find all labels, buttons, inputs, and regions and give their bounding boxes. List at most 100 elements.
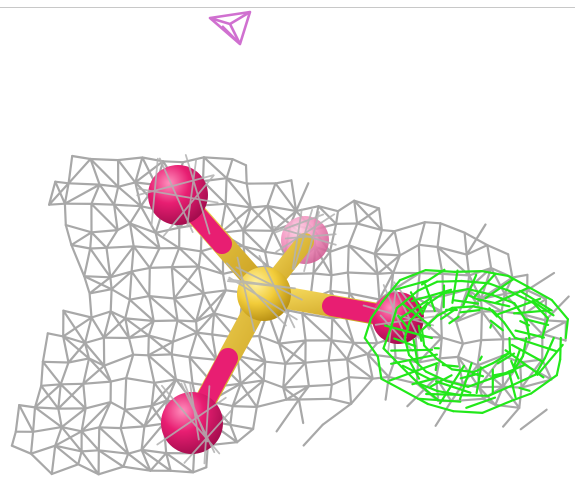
mesh-edge <box>124 298 131 320</box>
mesh-edge <box>158 157 194 234</box>
mesh-edge <box>105 246 112 279</box>
mesh-edge <box>435 380 472 394</box>
mesh-edge <box>502 321 517 340</box>
mesh-edge <box>242 229 275 232</box>
mesh-edge <box>80 407 87 433</box>
magenta-small-mesh <box>208 10 252 46</box>
mesh-edge <box>183 409 232 464</box>
mesh-edge <box>47 182 70 206</box>
mesh-edge <box>165 452 172 472</box>
mesh-edge <box>423 344 438 360</box>
mesh-edge <box>486 244 493 270</box>
mesh-edge <box>412 338 419 364</box>
mesh-edge <box>282 386 288 401</box>
mesh-edge <box>435 357 454 371</box>
mesh-edge <box>377 207 383 232</box>
mesh-edge <box>555 358 562 377</box>
mesh-edge <box>420 268 446 286</box>
mesh-edge <box>398 243 420 257</box>
mesh-edge <box>451 305 475 309</box>
mesh-edge <box>347 244 376 255</box>
mesh-edge <box>275 398 300 433</box>
mesh-edge <box>466 288 495 297</box>
mesh-edge <box>139 205 157 234</box>
mesh-edge <box>295 182 310 213</box>
mesh-edge <box>242 206 252 232</box>
mesh-edge <box>41 360 62 386</box>
mesh-edge <box>60 407 87 429</box>
mesh-edge <box>33 406 63 429</box>
mesh-edge <box>195 312 216 334</box>
viewer-top-border <box>0 7 575 8</box>
mesh-edge <box>393 221 426 233</box>
mesh-edge <box>307 383 333 388</box>
mesh-edge <box>346 341 355 361</box>
mesh-edge <box>416 397 462 403</box>
mesh-edge <box>128 298 155 323</box>
mesh-edge <box>425 392 477 397</box>
mesh-edge <box>89 157 120 188</box>
mesh-edge <box>406 376 438 408</box>
mesh-edge <box>202 289 227 295</box>
mesh-edge <box>171 319 179 343</box>
mesh-edge <box>400 365 420 385</box>
mesh-edge <box>285 385 310 401</box>
mesh-edge <box>231 158 248 167</box>
mesh-edge <box>331 317 355 344</box>
mesh-edge <box>466 376 495 388</box>
mesh-edge <box>258 334 281 345</box>
mesh-edge <box>500 310 505 341</box>
mesh-edge <box>176 319 198 334</box>
mesh-edge <box>408 304 427 323</box>
mesh-edge <box>489 319 504 332</box>
mesh-edge <box>512 373 537 386</box>
mesh-edge <box>500 292 506 313</box>
mesh-edge <box>225 177 248 185</box>
mesh-edge <box>476 298 511 308</box>
mesh-edge <box>476 354 504 367</box>
mesh-edge <box>304 361 310 388</box>
mesh-edge <box>522 313 544 336</box>
mesh-edge <box>376 272 381 301</box>
mesh-edge <box>258 334 267 363</box>
mesh-edge <box>494 286 530 304</box>
mesh-edge <box>321 402 353 426</box>
mesh-edge <box>370 300 384 320</box>
mesh-edge <box>330 271 349 277</box>
mesh-edge <box>417 243 421 275</box>
mesh-edge <box>502 406 521 428</box>
mesh-edge <box>531 300 555 317</box>
mesh-edge <box>344 315 355 344</box>
mesh-edge <box>128 222 161 250</box>
mesh-edge <box>262 360 267 382</box>
mesh-edge <box>102 310 112 339</box>
mesh-edge <box>384 375 390 401</box>
mesh-edge <box>236 355 267 363</box>
mesh-edge <box>98 426 130 455</box>
mesh-edge <box>10 430 17 447</box>
mesh-edge <box>352 341 369 356</box>
mesh-edge <box>166 378 178 402</box>
mesh-edge <box>90 202 119 232</box>
mesh-edge <box>284 339 307 365</box>
mesh-edge <box>252 405 258 431</box>
mesh-edge <box>439 309 443 339</box>
mesh-edge <box>116 222 132 232</box>
mesh-edge <box>304 359 330 364</box>
mesh-edge <box>80 450 100 476</box>
mesh-edge <box>278 339 307 345</box>
mesh-edge <box>59 383 87 410</box>
mesh-edge <box>88 292 93 319</box>
mesh-edge <box>89 157 120 162</box>
mesh-edge <box>123 408 146 428</box>
mesh-edge <box>382 326 392 350</box>
mesh-edge <box>479 276 514 300</box>
mesh-edge <box>112 203 132 225</box>
mesh-edge <box>40 360 45 387</box>
mesh-edge <box>239 379 265 385</box>
mesh-edge <box>273 225 337 246</box>
mesh-edge <box>312 272 333 277</box>
mesh-edge <box>481 399 513 414</box>
mesh-edge <box>484 278 515 300</box>
